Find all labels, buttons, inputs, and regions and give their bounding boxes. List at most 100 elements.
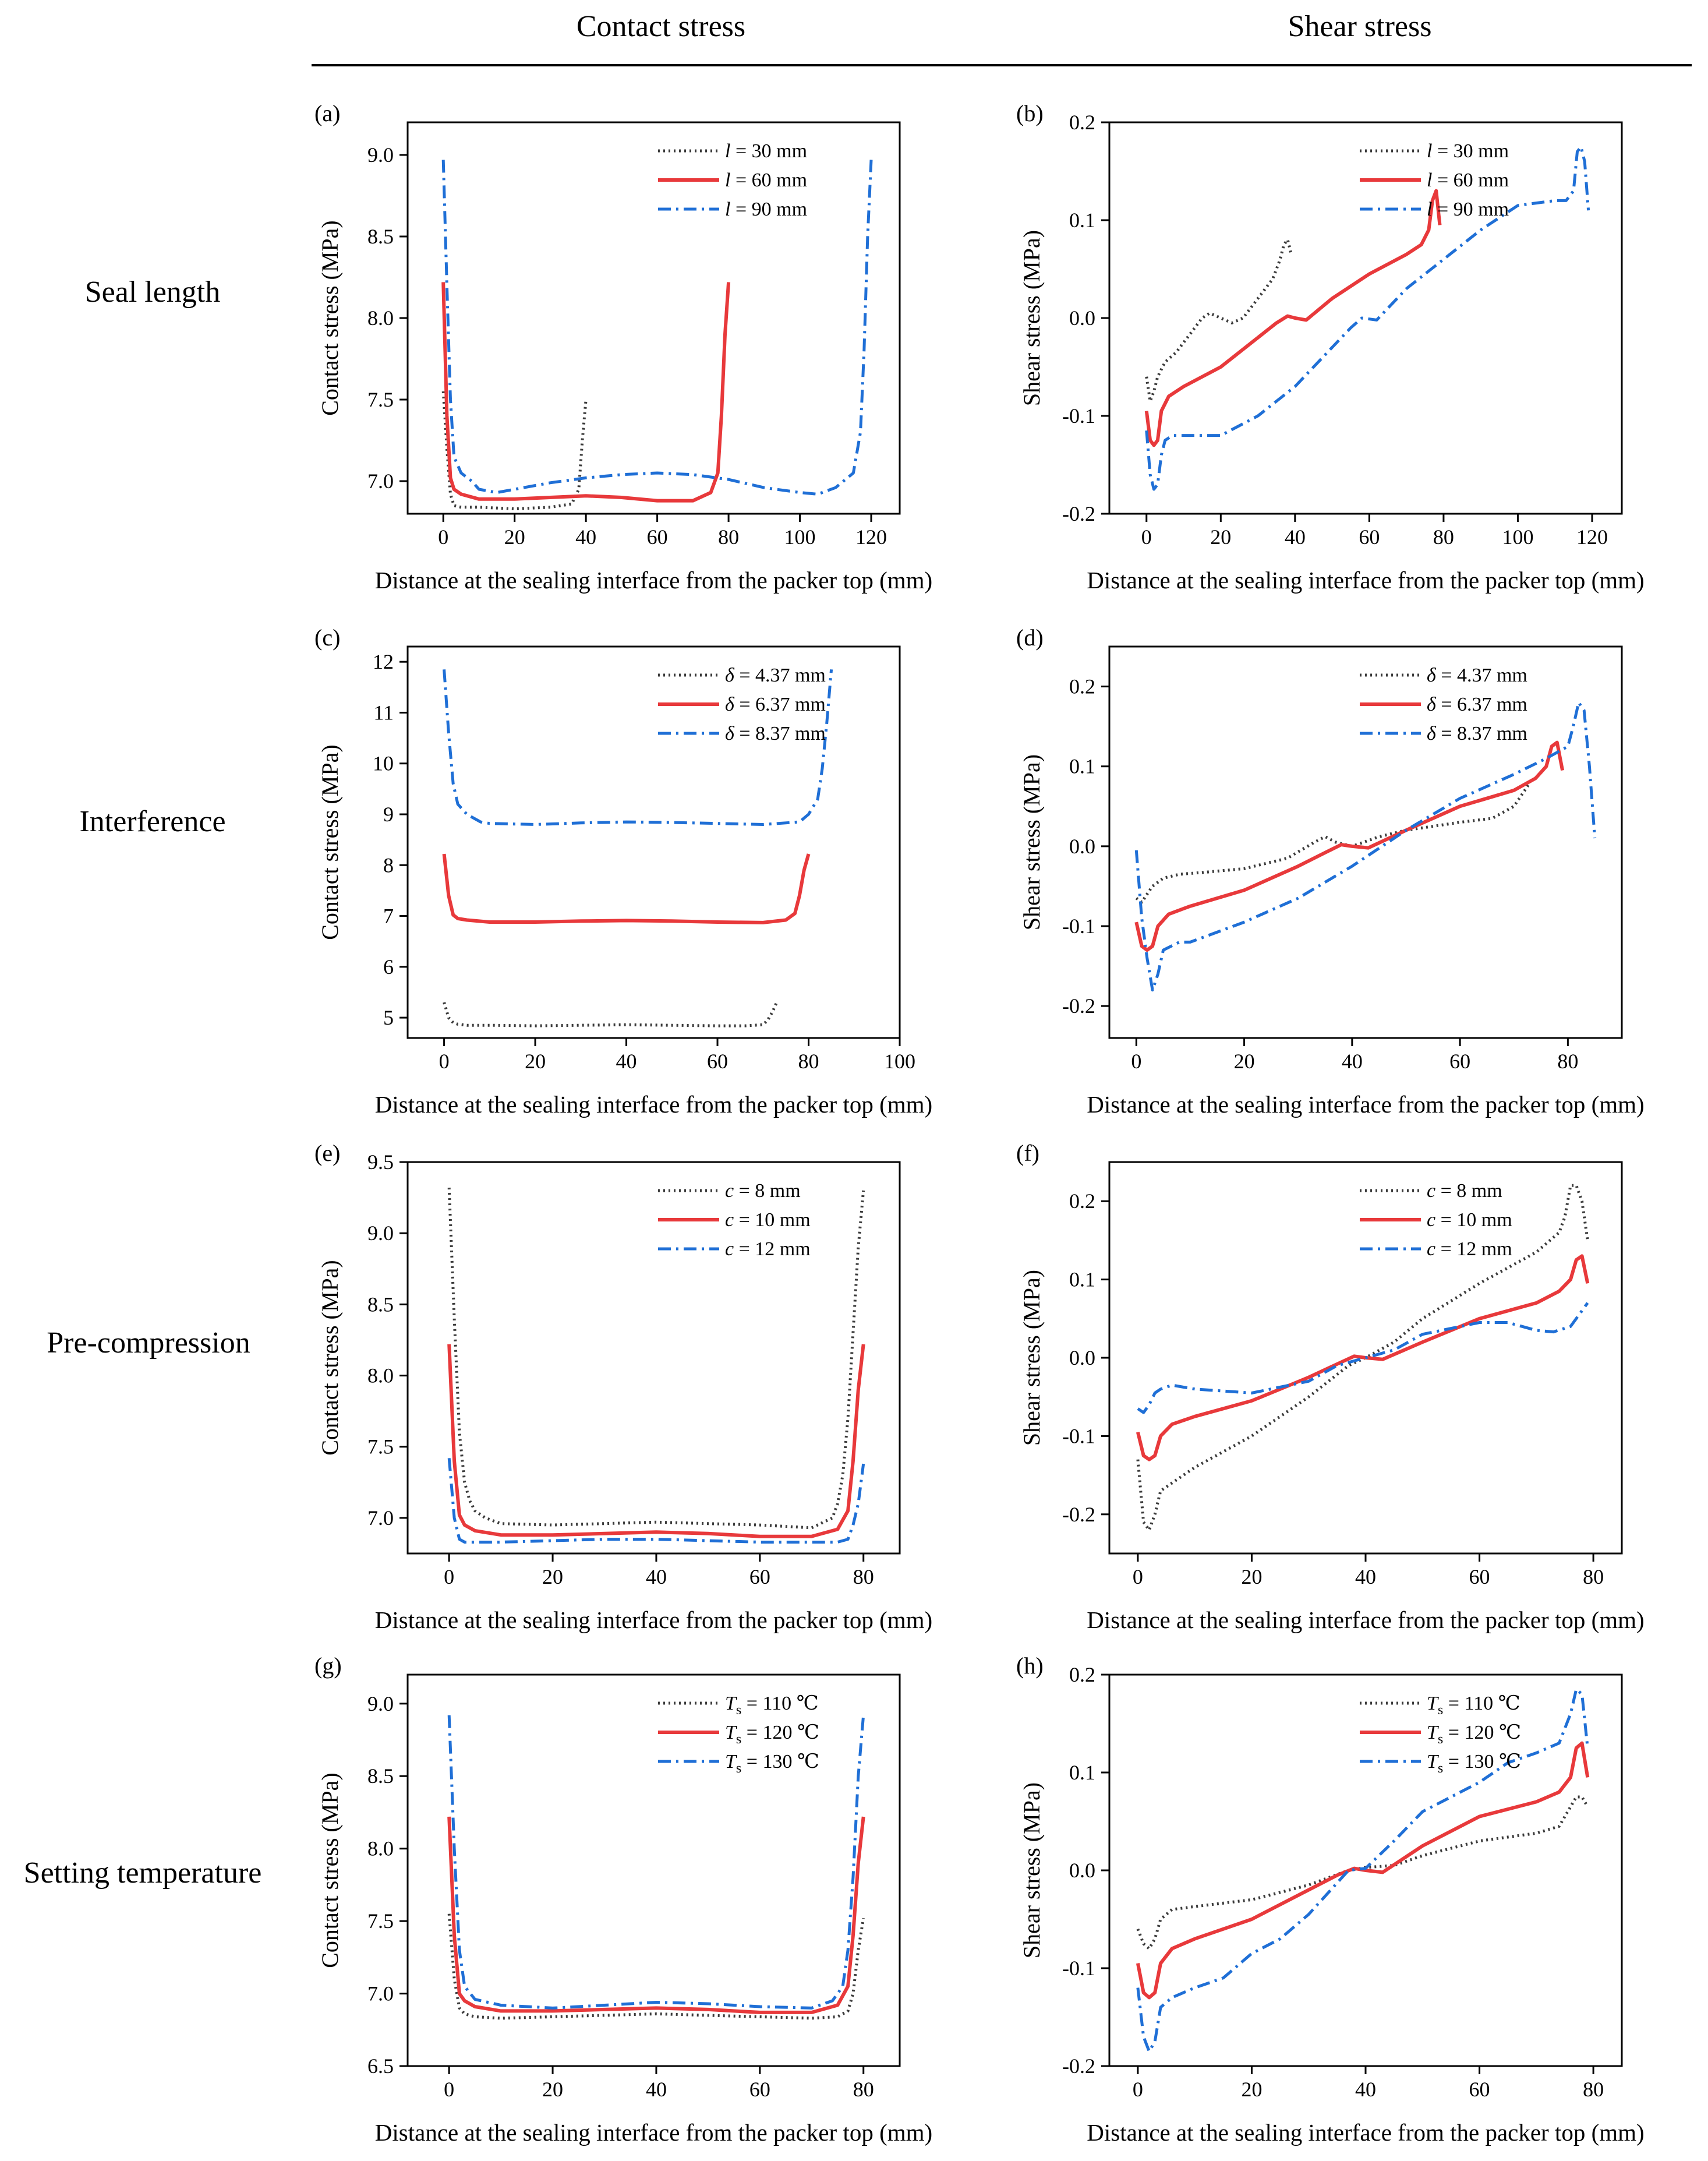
x-axis-label: Distance at the sealing interface from t… — [1087, 567, 1644, 594]
legend: c = 8 mmc = 10 mmc = 12 mm — [658, 1180, 811, 1260]
legend-entry-2: c = 10 mm — [725, 1209, 811, 1231]
legend-entry-1: δ = 4.37 mm — [725, 665, 826, 686]
series-line-1 — [1145, 238, 1293, 403]
x-tick-label: 0 — [438, 525, 448, 549]
y-tick-label: 9.0 — [367, 1692, 394, 1715]
x-tick-label: 40 — [646, 1565, 667, 1588]
x-tick-label: 40 — [616, 1050, 637, 1073]
series-line-1 — [443, 1001, 779, 1027]
x-tick-label: 80 — [853, 1565, 874, 1588]
y-tick-label: -0.2 — [1062, 2054, 1095, 2078]
legend-entry-3: c = 12 mm — [1427, 1238, 1512, 1260]
x-tick-label: 40 — [575, 525, 596, 549]
x-tick-label: 60 — [1469, 2078, 1490, 2101]
x-tick-label: 0 — [1141, 525, 1152, 549]
y-tick-label: 0.0 — [1069, 1346, 1095, 1369]
x-axis-label: Distance at the sealing interface from t… — [375, 2119, 932, 2146]
panel-g: 0 20 40 60 80 6.5 7.0 7.5 8.0 8.5 9.0 (g) Distance a… — [314, 1652, 932, 2146]
series-line-3 — [443, 669, 833, 826]
legend-text: = 30 mm — [730, 140, 807, 162]
x-tick-label: 120 — [1576, 525, 1608, 549]
y-tick-label: 5 — [383, 1006, 394, 1029]
legend-symbol: l — [1427, 140, 1432, 162]
y-tick-label: -0.2 — [1062, 502, 1095, 525]
x-tick-label: 0 — [444, 2078, 454, 2101]
x-tick-label: 20 — [542, 2078, 563, 2101]
legend-text: = 8.37 mm — [734, 723, 826, 744]
y-tick-label: 0.1 — [1069, 1761, 1095, 1784]
legend-text: = 6.37 mm — [1436, 694, 1527, 715]
series-line-1 — [1135, 781, 1532, 904]
x-tick-label: 20 — [504, 525, 525, 549]
x-tick-label: 20 — [1234, 1050, 1255, 1073]
x-axis-label: Distance at the sealing interface from t… — [1087, 1091, 1644, 1118]
legend-entry-2: c = 10 mm — [1427, 1209, 1512, 1231]
x-tick-label: 80 — [1583, 2078, 1604, 2101]
legend-symbol: c — [725, 1238, 734, 1260]
row-labels: Seal length Interference Pre-compression… — [24, 276, 262, 1890]
y-tick-label: 9 — [383, 803, 394, 826]
legend-symbol: T — [1427, 1693, 1439, 1714]
x-tick-label: 80 — [1433, 525, 1454, 549]
legend-symbol: T — [1427, 1722, 1439, 1743]
legend-text: = 130 ℃ — [1443, 1751, 1521, 1772]
panel-label: (a) — [314, 100, 340, 126]
series-line-2 — [447, 1344, 865, 1538]
y-tick-label: 7.0 — [367, 1506, 394, 1530]
legend-entry-3: Ts = 130 ℃ — [725, 1751, 819, 1776]
legend-text: = 90 mm — [730, 199, 807, 220]
legend-text: = 120 ℃ — [741, 1722, 819, 1743]
x-tick-label: 40 — [1285, 525, 1306, 549]
legend-symbol: c — [1427, 1238, 1435, 1260]
panel-h: 0 20 40 60 80 -0.2 -0.1 0.0 0.1 0.2 (h) Distance at… — [1016, 1652, 1645, 2146]
legend-text: = 110 ℃ — [741, 1693, 818, 1714]
series-line-1 — [447, 1187, 865, 1530]
y-tick-label: 6 — [383, 955, 394, 979]
legend-symbol: δ — [1427, 665, 1437, 686]
y-tick-label: -0.1 — [1062, 404, 1095, 428]
legend-entry-3: l = 90 mm — [725, 199, 807, 220]
row-label-pre-compression: Pre-compression — [47, 1326, 250, 1360]
y-tick-label: 8.5 — [367, 1293, 394, 1316]
legend-entry-1: Ts = 110 ℃ — [725, 1693, 819, 1718]
y-tick-label: -0.2 — [1062, 1503, 1095, 1526]
legend-symbol: c — [725, 1180, 734, 1202]
y-tick-label: 6.5 — [367, 2054, 394, 2078]
panel-label: (f) — [1016, 1140, 1039, 1166]
legend-text: = 4.37 mm — [1436, 665, 1527, 686]
legend-entry-3: δ = 8.37 mm — [725, 723, 826, 744]
panel-f: 0 20 40 60 80 -0.2 -0.1 0.0 0.1 0.2 (f) Distance at… — [1016, 1140, 1645, 1633]
x-tick-label: 20 — [542, 1565, 563, 1588]
legend-text: = 130 ℃ — [741, 1751, 819, 1772]
y-tick-label: 9.0 — [367, 143, 394, 167]
y-tick-label: 7.0 — [367, 469, 394, 493]
legend-entry-1: c = 8 mm — [1427, 1180, 1502, 1202]
x-tick-label: 60 — [1449, 1050, 1470, 1073]
x-tick-label: 60 — [749, 1565, 770, 1588]
row-label-setting-temperature: Setting temperature — [24, 1856, 262, 1890]
legend: l = 30 mml = 60 mml = 90 mm — [658, 140, 807, 220]
plot-frame — [1108, 645, 1623, 1039]
legend-symbol: T — [725, 1693, 737, 1714]
plot-frame — [1108, 1673, 1623, 2067]
x-axis-label: Distance at the sealing interface from t… — [1087, 2119, 1644, 2146]
y-tick-label: 0.1 — [1069, 755, 1095, 778]
series-line-2 — [441, 282, 731, 503]
series-line-2 — [442, 853, 811, 924]
y-axis-label: Shear stress (MPa) — [1019, 754, 1045, 930]
y-tick-label: 8.5 — [367, 225, 394, 248]
y-tick-label: 7 — [383, 905, 394, 928]
y-axis-label: Contact stress (MPa) — [317, 744, 343, 940]
y-tick-label: 8.0 — [367, 1364, 394, 1387]
plot-frame — [1108, 121, 1623, 515]
y-axis-label: Contact stress (MPa) — [317, 1260, 343, 1456]
x-tick-label: 40 — [1355, 1565, 1376, 1588]
x-axis-label: Distance at the sealing interface from t… — [1087, 1606, 1644, 1633]
legend-symbol: δ — [725, 723, 735, 744]
panel-label: (c) — [314, 624, 340, 651]
legend-symbol: l — [1427, 199, 1432, 220]
plot-frame — [1108, 1161, 1623, 1555]
x-tick-label: 60 — [749, 2078, 770, 2101]
column-title-contact-stress: Contact stress — [577, 10, 745, 43]
